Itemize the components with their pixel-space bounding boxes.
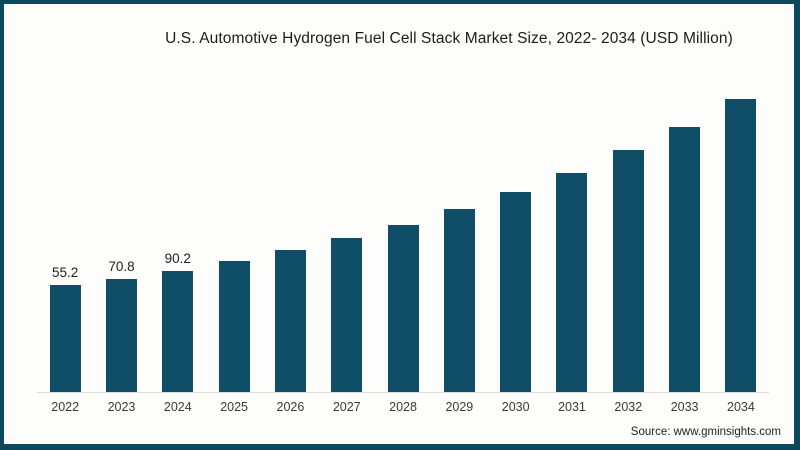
x-tick-2033: 2033	[670, 400, 699, 414]
x-tick-2024: 2024	[163, 400, 192, 414]
bar-column-2024: 90.2	[150, 50, 206, 392]
bar-2032	[612, 150, 644, 392]
chart-title: U.S. Automotive Hydrogen Fuel Cell Stack…	[165, 30, 733, 47]
x-axis-labels: 2022 2023 2024 2025 2026 2027 2028 2029 2030 2031…	[37, 400, 769, 414]
x-tick-2034: 2034	[727, 400, 755, 414]
bar-chart: 55.2 70.8 90.2 2022 2023 2024 2025 2026 2027 202…	[37, 50, 769, 414]
bar-value-label: 55.2	[52, 265, 79, 280]
bar-2030	[500, 192, 532, 392]
bar-column-2034	[713, 50, 769, 392]
x-tick-2029: 2029	[445, 400, 474, 414]
bar-column-2030	[488, 50, 544, 392]
bar-2025	[218, 261, 250, 392]
bar-2023	[105, 279, 137, 392]
bar-column-2031	[544, 50, 600, 392]
bar-2024	[162, 271, 194, 392]
x-tick-2022: 2022	[51, 400, 80, 414]
bar-2029	[443, 209, 475, 392]
bar-2033	[669, 127, 701, 392]
source-attribution: Source: www.gminsights.com	[630, 426, 781, 438]
x-tick-2030: 2030	[501, 400, 530, 414]
bar-2027	[331, 238, 363, 392]
bar-2022	[49, 285, 81, 392]
bar-value-label: 90.2	[164, 251, 191, 266]
bar-column-2027	[319, 50, 375, 392]
x-tick-2026: 2026	[276, 400, 305, 414]
x-tick-2023: 2023	[107, 400, 136, 414]
bars-row: 55.2 70.8 90.2	[37, 50, 769, 393]
bar-column-2028	[375, 50, 431, 392]
bar-column-2032	[600, 50, 656, 392]
x-tick-2027: 2027	[332, 400, 361, 414]
bar-2028	[387, 225, 419, 392]
bar-2034	[725, 99, 757, 392]
x-tick-2028: 2028	[389, 400, 417, 414]
bar-column-2029	[431, 50, 487, 392]
bar-column-2026	[262, 50, 318, 392]
bar-column-2025	[206, 50, 262, 392]
bar-2031	[556, 173, 588, 392]
bar-value-label: 70.8	[108, 259, 135, 274]
x-tick-2025: 2025	[220, 400, 248, 414]
bar-column-2022: 55.2	[37, 50, 93, 392]
bar-column-2023: 70.8	[93, 50, 149, 392]
bar-column-2033	[656, 50, 712, 392]
x-tick-2032: 2032	[614, 400, 643, 414]
bar-2026	[274, 250, 306, 392]
x-tick-2031: 2031	[558, 400, 586, 414]
